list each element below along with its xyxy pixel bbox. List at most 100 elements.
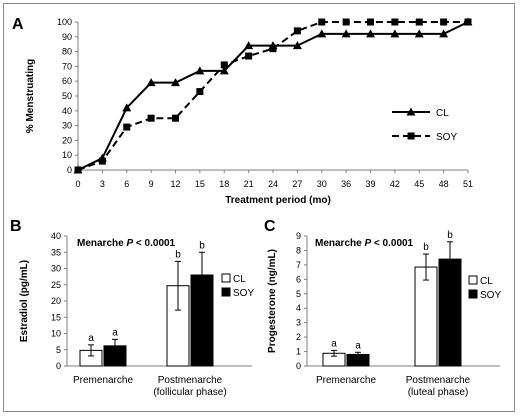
panel-a-x-tick-label: 42 xyxy=(390,179,400,189)
panel-letter-b: B xyxy=(10,218,22,235)
panel-c-y-tick-label: 6 xyxy=(296,274,301,284)
panel-a-x-tick-label: 0 xyxy=(75,179,80,189)
panel-c-y-tick-label: 4 xyxy=(296,303,301,313)
data-point-cl xyxy=(341,29,351,38)
significance-letter: b xyxy=(175,249,181,260)
data-point-cl xyxy=(292,41,302,50)
panel-c-category-label: Postmenarche xyxy=(406,375,471,386)
panel-a-x-tick-label: 24 xyxy=(268,179,278,189)
data-point-soy xyxy=(367,18,374,26)
panel-c-y-tick-label: 0 xyxy=(296,361,301,371)
panel-b-y-tick-label: 40 xyxy=(51,231,61,241)
data-point-soy xyxy=(147,114,155,122)
panel-a-x-tick-label: 36 xyxy=(341,179,351,189)
panel-a-x-tick-label: 9 xyxy=(149,179,154,189)
legend-marker-soy xyxy=(407,132,415,140)
legend-label-cl: CL xyxy=(480,276,493,287)
panel-a-x-tick-label: 39 xyxy=(365,179,375,189)
data-point-cl xyxy=(122,103,132,112)
panel-c-y-axis-title: Progesterone (ng/mL) xyxy=(267,249,278,353)
data-point-cl xyxy=(195,66,205,75)
panel-b-y-tick-label: 35 xyxy=(51,247,61,257)
series-line-soy xyxy=(77,21,468,171)
data-point-soy xyxy=(196,88,204,96)
legend-swatch-soy xyxy=(221,287,231,297)
panel-c-y-tick-label: 7 xyxy=(296,260,301,270)
data-point-cl xyxy=(244,41,254,50)
panel-c-y-tick-label: 3 xyxy=(296,318,301,328)
panel-a-y-tick-label: 50 xyxy=(62,91,72,101)
panel-a-y-tick-label: 40 xyxy=(62,106,72,116)
panel-c-category-label: (luteal phase) xyxy=(408,387,469,398)
legend-marker-cl xyxy=(406,107,416,116)
data-point-soy xyxy=(123,123,131,131)
data-point-cl xyxy=(414,29,424,38)
panel-b-category-label: Postmenarche xyxy=(158,375,223,386)
panel-a-y-tick-label: 80 xyxy=(62,47,72,57)
significance-letter: a xyxy=(331,338,337,349)
significance-letter: b xyxy=(423,242,429,253)
panel-b-y-tick-label: 10 xyxy=(51,329,61,339)
panel-a-y-tick-label: 60 xyxy=(62,76,72,86)
panel-b-y-tick-label: 5 xyxy=(56,345,61,355)
data-point-soy xyxy=(74,166,82,174)
panel-b-y-tick-label: 20 xyxy=(51,296,61,306)
panel-c-category-label: Premenarche xyxy=(316,375,376,386)
data-point-cl xyxy=(317,29,327,38)
legend-swatch-cl xyxy=(468,275,478,285)
panel-a-x-tick-label: 27 xyxy=(292,179,302,189)
panel-c-y-tick-label: 2 xyxy=(296,332,301,342)
bar-cl xyxy=(414,266,438,367)
panel-a-y-tick-label: 30 xyxy=(62,121,72,131)
significance-letter: a xyxy=(88,333,94,344)
panel-c-menarche-annotation: Menarche P < 0.0001 xyxy=(315,238,414,249)
panel-a-x-tick-label: 21 xyxy=(244,179,254,189)
significance-letter: b xyxy=(199,240,205,251)
legend-label-cl: CL xyxy=(233,274,246,285)
panel-a-x-tick-label: 30 xyxy=(317,179,327,189)
significance-letter: b xyxy=(447,230,453,241)
panel-b-y-tick-label: 0 xyxy=(56,361,61,371)
legend-label-cl: CL xyxy=(436,108,449,119)
legend-swatch-soy xyxy=(468,289,478,299)
data-point-cl xyxy=(219,66,229,75)
data-point-soy xyxy=(342,18,350,26)
panel-a-x-tick-label: 18 xyxy=(219,179,229,189)
data-point-soy xyxy=(220,61,228,69)
panel-a-x-tick-label: 3 xyxy=(100,179,105,189)
data-point-soy xyxy=(245,52,253,60)
legend-swatch-cl xyxy=(221,273,231,283)
panel-a-y-tick-label: 0 xyxy=(67,165,72,175)
legend-label-soy: SOY xyxy=(436,132,457,143)
panel-a-x-tick-label: 12 xyxy=(170,179,180,189)
data-point-soy xyxy=(391,18,399,26)
panel-a-x-tick-label: 15 xyxy=(195,179,205,189)
panel-c-y-tick-label: 1 xyxy=(296,347,301,357)
panel-a-y-tick-label: 70 xyxy=(62,61,72,71)
panel-b-y-tick-label: 15 xyxy=(51,312,61,322)
panel-a-x-tick-label: 51 xyxy=(463,179,473,189)
data-point-soy xyxy=(415,18,423,26)
panel-b-y-axis-title: Estradiol (pg/mL) xyxy=(19,260,30,342)
panel-b-category-label: Premenarche xyxy=(73,375,133,386)
panel-b-y-tick-label: 25 xyxy=(51,280,61,290)
panel-b-menarche-annotation: Menarche P < 0.0001 xyxy=(77,238,176,249)
data-point-soy xyxy=(293,27,301,35)
panel-c-y-tick-label: 5 xyxy=(296,289,301,299)
data-point-cl xyxy=(146,78,156,87)
panel-a-y-axis-title: % Menstruating xyxy=(25,59,36,133)
data-point-soy xyxy=(464,18,472,26)
data-point-cl xyxy=(390,29,400,38)
panel-letter-c: C xyxy=(264,218,276,235)
significance-letter: a xyxy=(355,340,361,351)
panel-a-y-tick-label: 20 xyxy=(62,135,72,145)
significance-letter: a xyxy=(112,327,118,338)
panel-b-category-label: (follicular phase) xyxy=(153,387,226,398)
panel-c-y-tick-label: 9 xyxy=(296,231,301,241)
data-point-soy xyxy=(172,114,179,122)
panel-a-y-tick-label: 90 xyxy=(62,32,72,42)
data-point-cl xyxy=(366,29,375,38)
legend-label-soy: SOY xyxy=(480,290,501,301)
data-point-cl xyxy=(439,29,449,38)
